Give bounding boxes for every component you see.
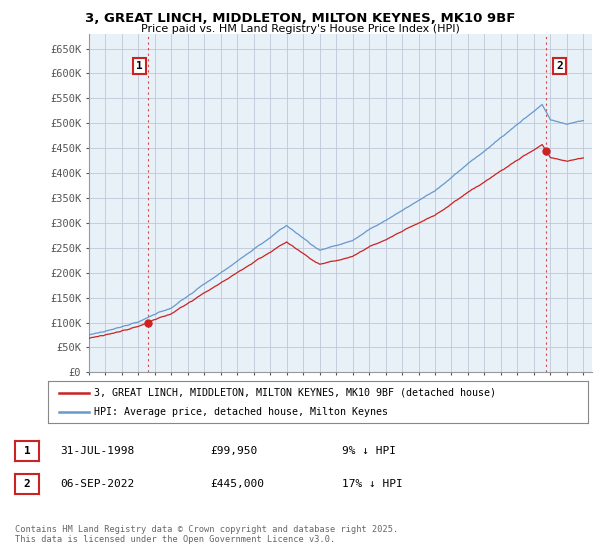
Text: 2: 2 <box>556 61 563 71</box>
Text: 31-JUL-1998: 31-JUL-1998 <box>60 446 134 456</box>
Text: Contains HM Land Registry data © Crown copyright and database right 2025.
This d: Contains HM Land Registry data © Crown c… <box>15 525 398 544</box>
Text: 3, GREAT LINCH, MIDDLETON, MILTON KEYNES, MK10 9BF: 3, GREAT LINCH, MIDDLETON, MILTON KEYNES… <box>85 12 515 25</box>
Text: £99,950: £99,950 <box>210 446 257 456</box>
Text: HPI: Average price, detached house, Milton Keynes: HPI: Average price, detached house, Milt… <box>94 407 388 417</box>
Text: Price paid vs. HM Land Registry's House Price Index (HPI): Price paid vs. HM Land Registry's House … <box>140 24 460 34</box>
Text: 9% ↓ HPI: 9% ↓ HPI <box>342 446 396 456</box>
Text: 2: 2 <box>23 479 31 489</box>
Text: £445,000: £445,000 <box>210 479 264 489</box>
Text: 06-SEP-2022: 06-SEP-2022 <box>60 479 134 489</box>
Text: 1: 1 <box>136 61 143 71</box>
Text: 17% ↓ HPI: 17% ↓ HPI <box>342 479 403 489</box>
Text: 3, GREAT LINCH, MIDDLETON, MILTON KEYNES, MK10 9BF (detached house): 3, GREAT LINCH, MIDDLETON, MILTON KEYNES… <box>94 388 496 398</box>
Text: 1: 1 <box>23 446 31 456</box>
